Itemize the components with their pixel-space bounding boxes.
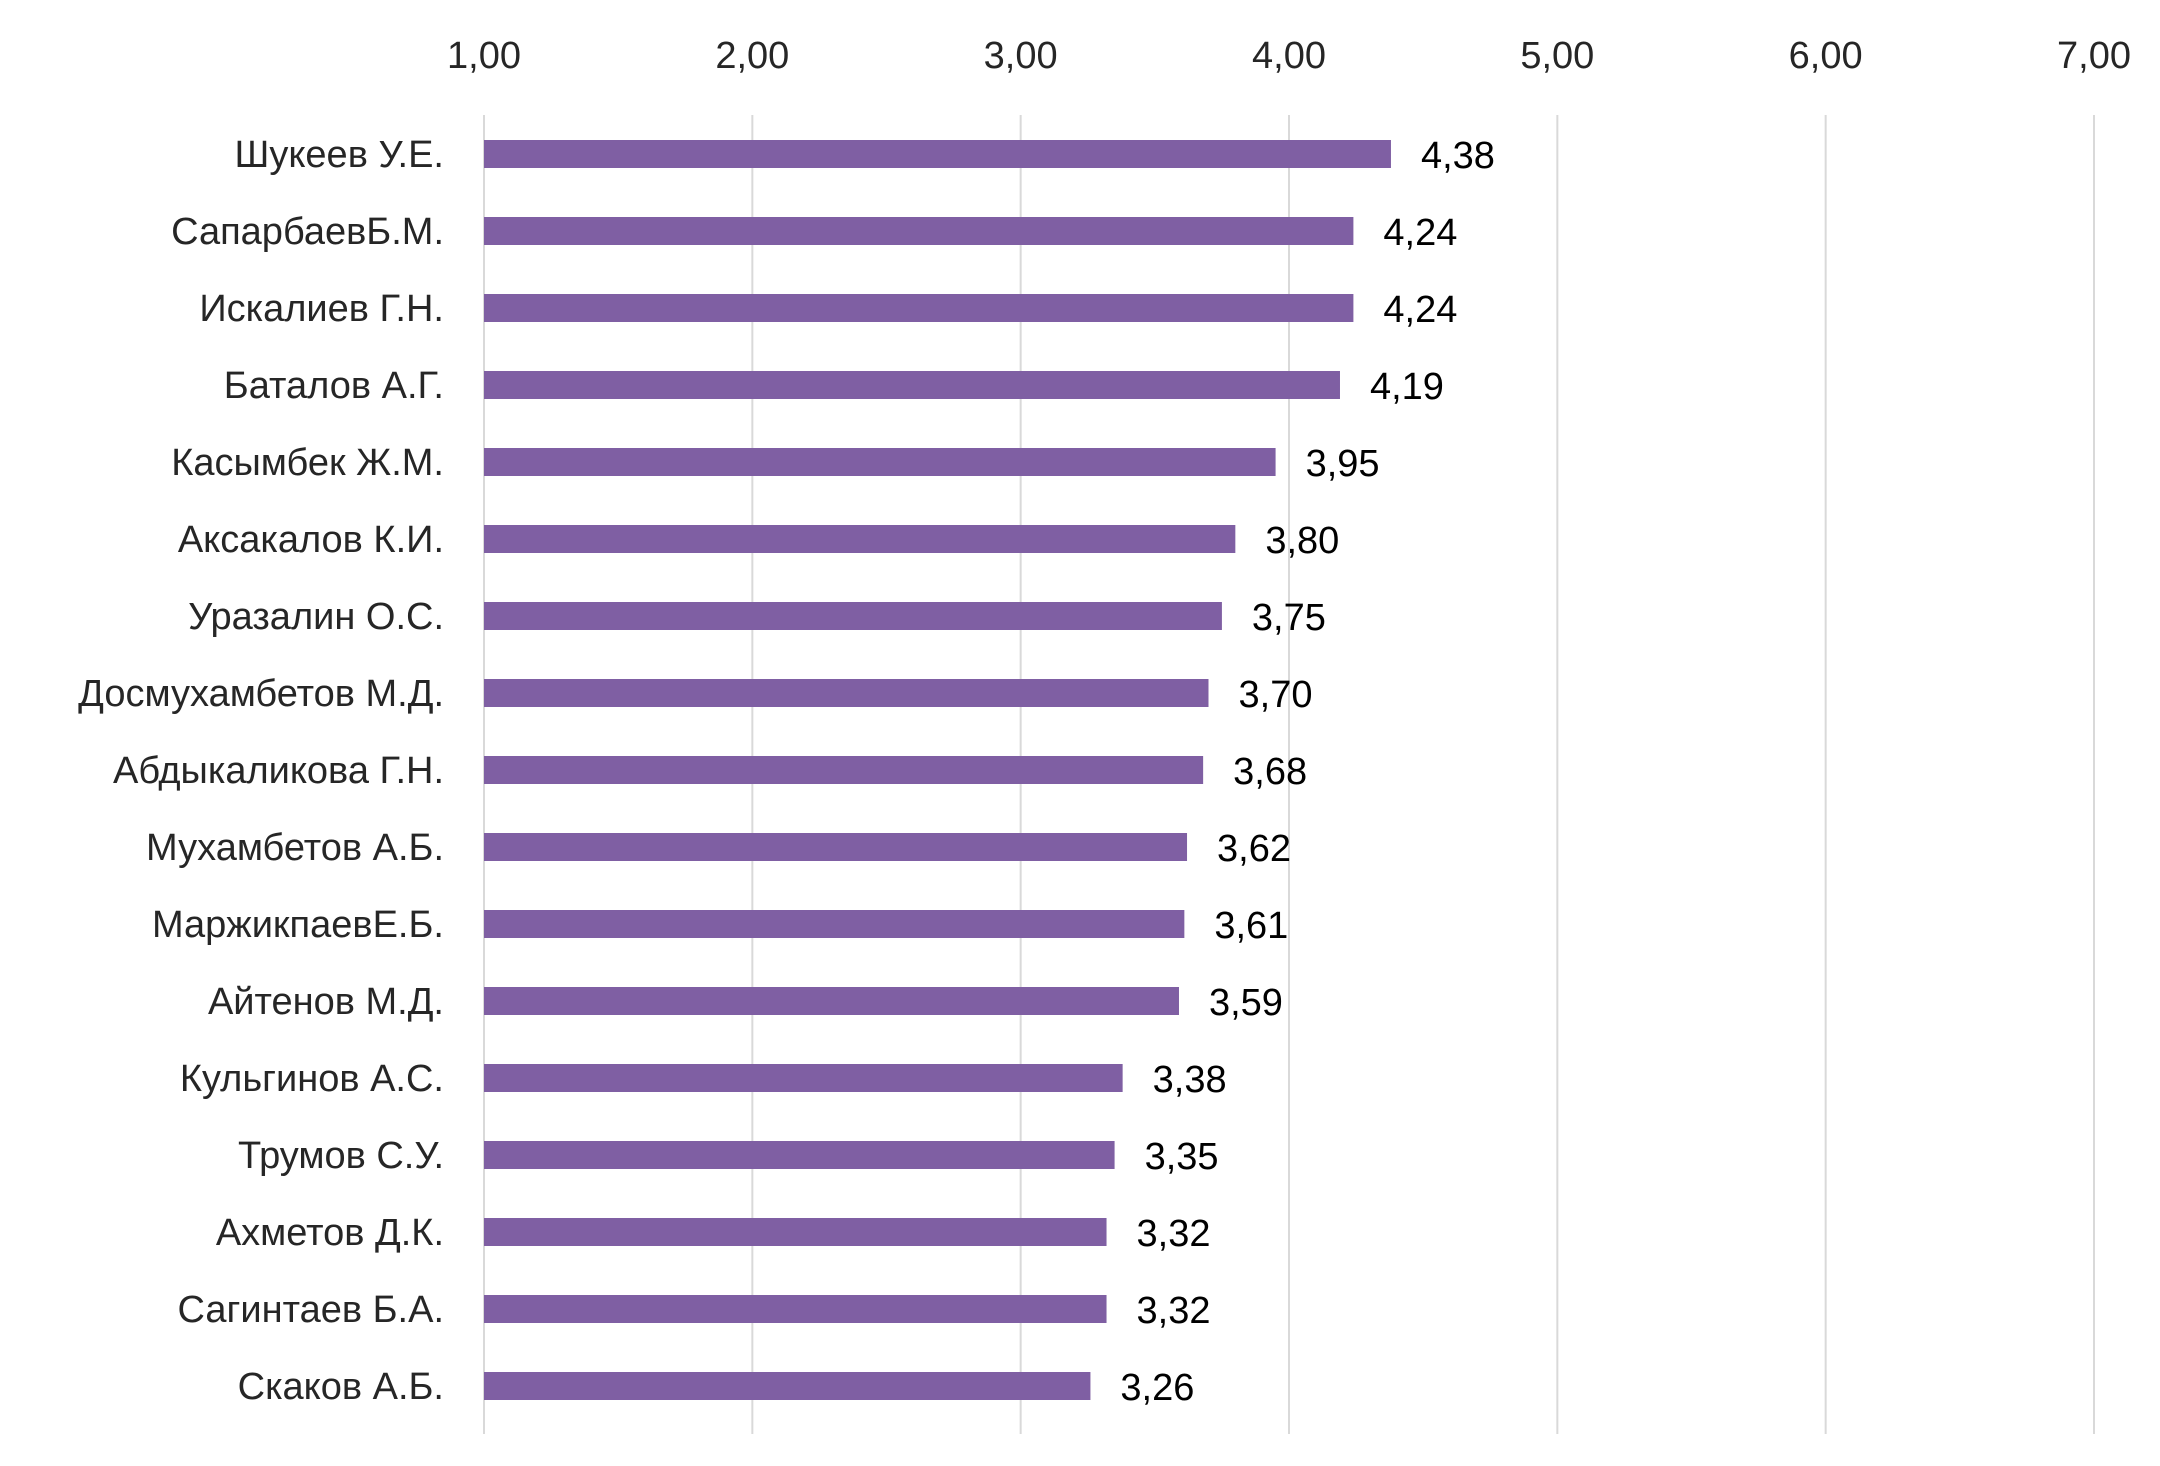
bar-14 <box>484 1218 1107 1246</box>
category-label-16: Скаков А.Б. <box>238 1366 444 1408</box>
data-label-8: 3,68 <box>1233 751 1307 793</box>
data-label-15: 3,32 <box>1137 1290 1211 1332</box>
bar-16 <box>484 1372 1091 1400</box>
category-label-14: Ахметов Д.К. <box>216 1212 444 1254</box>
category-label-8: Абдыкаликова Г.Н. <box>113 750 444 792</box>
category-labels: Шукеев У.Е. СапарбаевБ.М. Искалиев Г.Н. Бат… <box>78 134 444 1408</box>
x-tick-label-5: 6,00 <box>1789 35 1863 77</box>
data-label-13: 3,35 <box>1145 1136 1219 1178</box>
data-label-14: 3,32 <box>1137 1213 1211 1255</box>
category-label-10: МаржикпаевЕ.Б. <box>152 904 444 946</box>
data-labels: 4,38 4,24 4,24 4,19 3,95 3,80 3,75 3,70 3,68 3,62… <box>1120 135 1495 1409</box>
bar-7 <box>484 679 1209 707</box>
category-label-12: Кульгинов А.С. <box>180 1058 444 1100</box>
x-tick-label-6: 7,00 <box>2057 35 2131 77</box>
bar-13 <box>484 1141 1115 1169</box>
bar-1 <box>484 217 1354 245</box>
bar-3 <box>484 371 1340 399</box>
data-label-4: 3,95 <box>1306 443 1380 485</box>
bar-2 <box>484 294 1354 322</box>
category-label-0: Шукеев У.Е. <box>235 134 444 176</box>
x-axis-ticks: 1,00 2,00 3,00 4,00 5,00 6,00 7,00 <box>447 35 2131 77</box>
bar-11 <box>484 987 1179 1015</box>
x-tick-label-4: 5,00 <box>1520 35 1594 77</box>
data-label-5: 3,80 <box>1265 520 1339 562</box>
bar-9 <box>484 833 1188 861</box>
data-label-7: 3,70 <box>1239 674 1313 716</box>
x-tick-label-3: 4,00 <box>1252 35 1326 77</box>
bar-12 <box>484 1064 1123 1092</box>
x-tick-label-2: 3,00 <box>984 35 1058 77</box>
data-label-12: 3,38 <box>1153 1059 1227 1101</box>
category-label-11: Айтенов М.Д. <box>208 981 444 1023</box>
category-label-3: Баталов А.Г. <box>224 365 444 407</box>
data-label-10: 3,61 <box>1214 905 1288 947</box>
category-label-15: Сагинтаев Б.А. <box>178 1289 444 1331</box>
bar-8 <box>484 756 1204 784</box>
category-label-13: Трумов С.У. <box>238 1135 444 1177</box>
bar-15 <box>484 1295 1107 1323</box>
x-tick-label-1: 2,00 <box>715 35 789 77</box>
data-label-11: 3,59 <box>1209 982 1283 1024</box>
category-label-7: Досмухамбетов М.Д. <box>78 673 444 715</box>
data-label-1: 4,24 <box>1383 212 1457 254</box>
bar-0 <box>484 140 1391 168</box>
data-label-3: 4,19 <box>1370 366 1444 408</box>
data-label-6: 3,75 <box>1252 597 1326 639</box>
category-label-4: Касымбек Ж.М. <box>171 442 444 484</box>
data-label-9: 3,62 <box>1217 828 1291 870</box>
category-label-6: Уразалин О.С. <box>188 596 444 638</box>
bar-5 <box>484 525 1236 553</box>
category-label-5: Аксакалов К.И. <box>178 519 444 561</box>
bar-4 <box>484 448 1276 476</box>
bars <box>484 140 1391 1400</box>
category-label-1: СапарбаевБ.М. <box>171 211 444 253</box>
bar-10 <box>484 910 1185 938</box>
x-tick-label-0: 1,00 <box>447 35 521 77</box>
bar-6 <box>484 602 1222 630</box>
data-label-16: 3,26 <box>1120 1367 1194 1409</box>
category-label-9: Мухамбетов А.Б. <box>146 827 444 869</box>
category-label-2: Искалиев Г.Н. <box>199 288 444 330</box>
data-label-2: 4,24 <box>1383 289 1457 331</box>
data-label-0: 4,38 <box>1421 135 1495 177</box>
